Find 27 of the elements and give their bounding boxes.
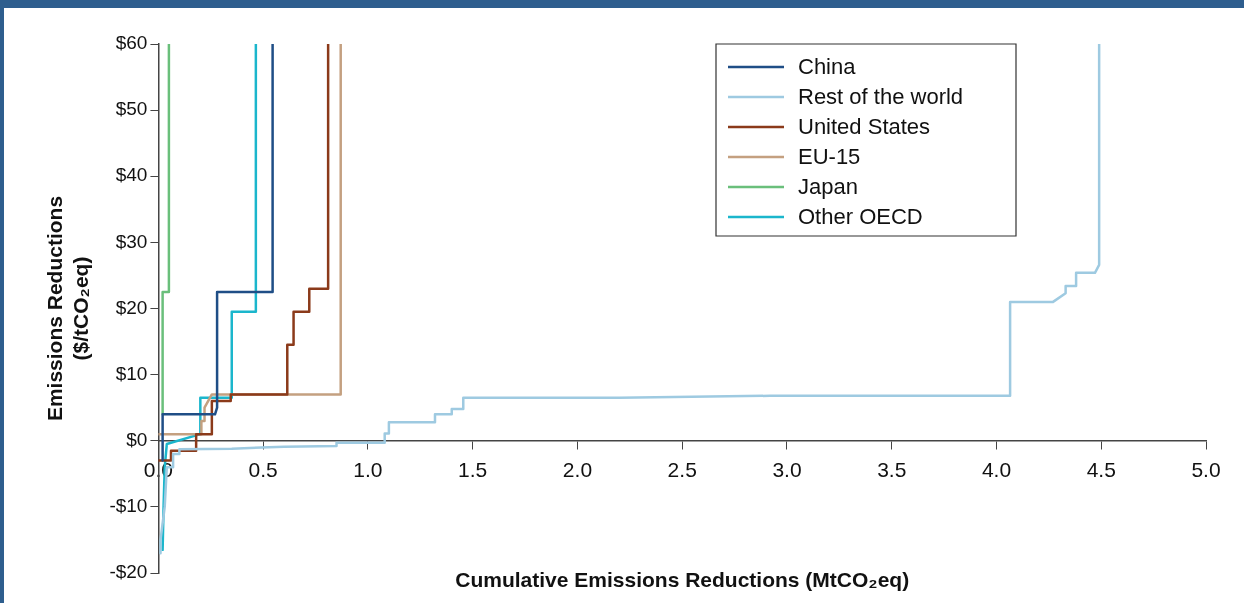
y-tick-label: $0 <box>126 428 148 450</box>
x-tick-label: 5.0 <box>1191 458 1221 482</box>
x-tick-label: 0.5 <box>248 458 278 482</box>
x-tick-label: 3.0 <box>772 458 802 482</box>
x-tick-label: 4.5 <box>1086 458 1116 482</box>
y-tick-label: $30 <box>115 230 148 252</box>
x-tick-label: 1.5 <box>458 458 488 482</box>
y-tick-label: $60 <box>115 32 148 54</box>
y-tick-label: $50 <box>115 98 148 120</box>
legend-label: Japan <box>798 174 858 200</box>
x-tick-label: 4.0 <box>981 458 1012 482</box>
y-tick-label: -$20 <box>109 561 148 583</box>
legend-label: United States <box>798 114 931 140</box>
y-tick-label: -$10 <box>109 495 148 517</box>
x-tick-label: 1.0 <box>353 458 383 482</box>
y-tick-label: $10 <box>115 362 148 384</box>
legend-label: Rest of the world <box>798 84 964 110</box>
legend-label: China <box>798 54 857 80</box>
x-axis-title: Cumulative Emissions Reductions (MtCO₂eq) <box>455 568 910 592</box>
x-tick-label: 2.0 <box>562 458 593 482</box>
x-tick-label: 2.5 <box>667 458 697 482</box>
y-axis-title: Emissions Reductions ($/tCO₂eq) <box>43 195 92 422</box>
y-tick-label: $20 <box>115 296 148 318</box>
legend-label: EU-15 <box>798 144 861 170</box>
x-tick-label: 3.5 <box>877 458 907 482</box>
legend-label: Other OECD <box>798 204 923 230</box>
y-tick-label: $40 <box>115 164 148 186</box>
